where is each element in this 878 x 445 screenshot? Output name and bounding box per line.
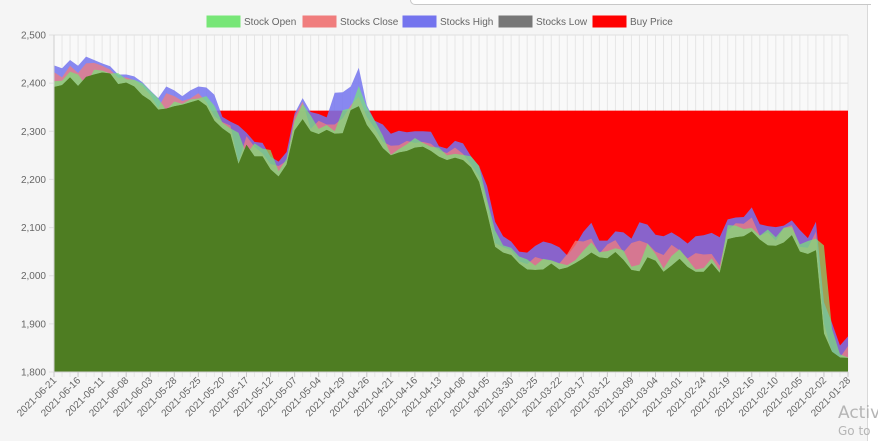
legend-swatch	[498, 15, 533, 28]
legend-swatch	[592, 15, 627, 28]
legend-item-buy-price[interactable]: Buy Price	[592, 15, 673, 28]
y-tick-label: 2,000	[21, 271, 46, 282]
legend: Stock Open Stocks Close Stocks High Stocks …	[206, 15, 673, 28]
window-edge	[410, 0, 871, 5]
area-stocks-low-base	[54, 72, 848, 373]
y-tick-label: 2,300	[21, 127, 46, 138]
y-tick-label: 1,800	[21, 368, 46, 379]
y-tick-label: 2,400	[21, 79, 46, 90]
stock-area-chart: 1,800 1,900 2,000 2,100 2,200 2,300 2,400 2,500…	[15, 15, 853, 419]
legend-swatch	[302, 15, 337, 28]
y-tick-label: 2,500	[21, 31, 46, 42]
y-tick-label: 1,900	[21, 319, 46, 330]
legend-swatch	[402, 15, 437, 28]
legend-label: Stock Open	[244, 17, 296, 28]
area-series	[54, 56, 848, 373]
legend-item-stocks-close[interactable]: Stocks Close	[302, 15, 399, 28]
y-tick-label: 2,100	[21, 223, 46, 234]
legend-item-stocks-low[interactable]: Stocks Low	[498, 15, 588, 28]
legend-item-stocks-high[interactable]: Stocks High	[402, 15, 493, 28]
legend-label: Stocks Close	[340, 17, 399, 28]
legend-label: Stocks High	[440, 17, 493, 28]
legend-label: Stocks Low	[536, 17, 588, 28]
legend-swatch	[206, 15, 241, 28]
y-tick-label: 2,200	[21, 175, 46, 186]
legend-item-stock-open[interactable]: Stock Open	[206, 15, 296, 28]
legend-label: Buy Price	[630, 17, 673, 28]
